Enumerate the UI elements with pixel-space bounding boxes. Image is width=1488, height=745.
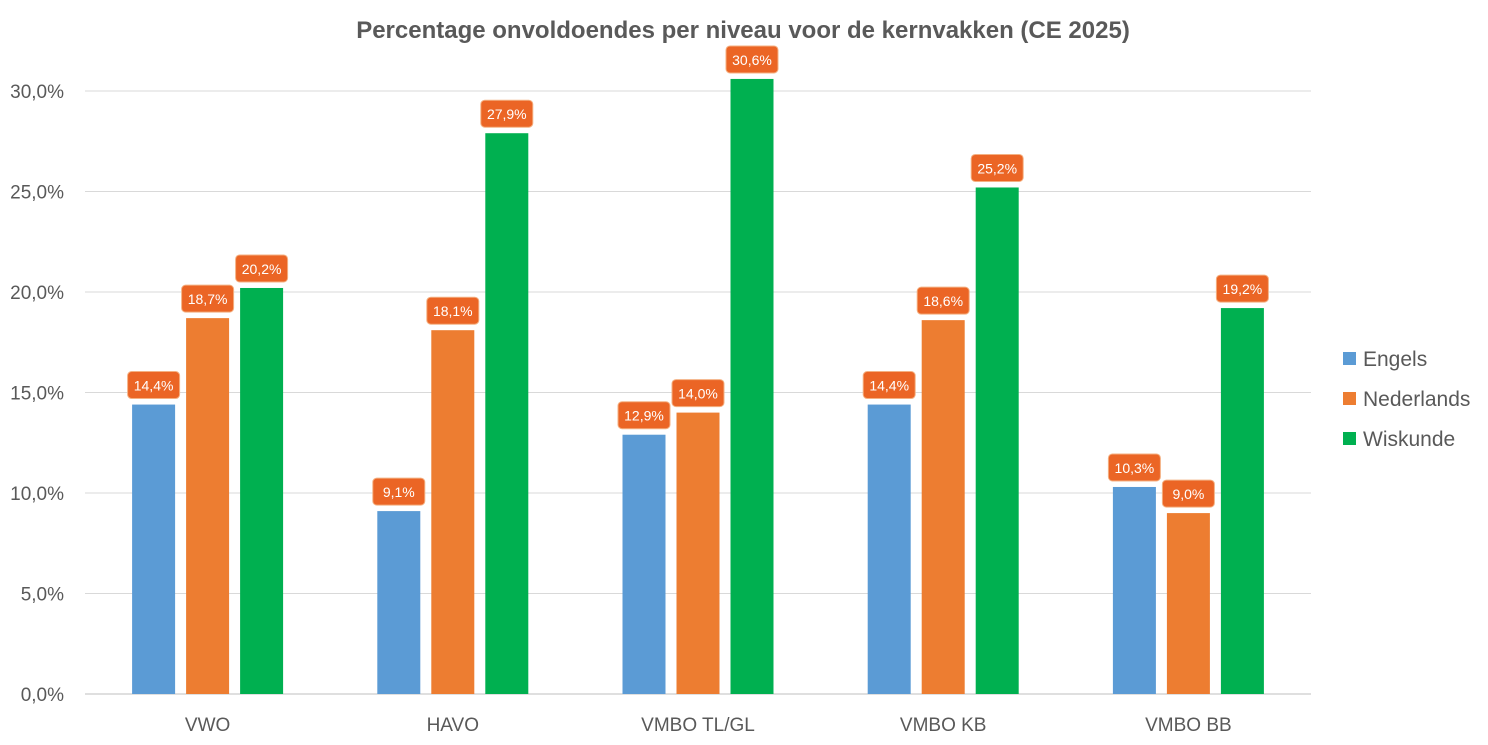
data-label: 14,4%	[134, 378, 174, 394]
bar	[730, 78, 774, 694]
data-label: 30,6%	[732, 52, 772, 68]
data-labels: 14,4% 18,7% 20,2% 9,1% 18,1% 27,9% 12,9% 14,0% 3…	[127, 45, 1269, 508]
data-label-box	[480, 99, 534, 128]
data-label-box	[862, 371, 916, 400]
legend-label: Nederlands	[1363, 388, 1470, 411]
bar	[975, 187, 1019, 695]
x-tick-label: HAVO	[427, 715, 479, 736]
legend-label: Wiskunde	[1363, 428, 1455, 451]
data-label: 27,9%	[487, 106, 527, 122]
data-label-box	[235, 254, 289, 283]
bar	[867, 404, 911, 694]
data-label: 18,1%	[433, 303, 473, 319]
y-tick-label: 5,0%	[21, 585, 64, 606]
bar	[921, 320, 965, 694]
data-label-box	[1107, 453, 1161, 482]
data-label-box	[725, 45, 779, 74]
x-tick-label: VMBO BB	[1145, 715, 1232, 736]
data-label: 18,7%	[188, 291, 228, 307]
y-tick-label: 15,0%	[10, 384, 64, 405]
bar	[485, 133, 529, 694]
y-tick-label: 30,0%	[10, 82, 64, 103]
x-axis-ticks: VWO HAVO VMBO TL/GL VMBO KB VMBO BB	[185, 715, 1232, 736]
legend-swatch	[1343, 392, 1356, 405]
legend-swatch	[1343, 432, 1356, 445]
data-label: 9,0%	[1172, 486, 1204, 502]
data-label-box	[127, 371, 181, 400]
data-label: 12,9%	[624, 408, 664, 424]
bar	[676, 412, 720, 694]
data-label: 10,3%	[1115, 460, 1155, 476]
bar	[431, 330, 475, 694]
data-label-box	[916, 286, 970, 315]
data-label-box	[426, 296, 480, 325]
bar	[622, 434, 666, 694]
data-label: 18,6%	[923, 293, 963, 309]
data-label: 25,2%	[977, 160, 1017, 176]
y-tick-label: 20,0%	[10, 283, 64, 304]
x-tick-label: VMBO TL/GL	[641, 715, 755, 736]
bar	[1112, 486, 1156, 694]
data-label: 14,4%	[869, 378, 909, 394]
data-label-box	[671, 379, 725, 408]
y-tick-label: 10,0%	[10, 484, 64, 505]
legend-label: Engels	[1363, 348, 1427, 371]
chart-title: Percentage onvoldoendes per niveau voor …	[356, 17, 1130, 44]
x-tick-label: VWO	[185, 715, 230, 736]
x-tick-label: VMBO KB	[900, 715, 987, 736]
y-tick-label: 0,0%	[21, 685, 64, 706]
data-label-box	[1215, 274, 1269, 303]
bar	[1166, 513, 1210, 694]
data-label: 20,2%	[242, 261, 282, 277]
data-label-box	[181, 284, 235, 313]
y-axis-ticks: 0,0% 5,0% 10,0% 15,0% 20,0% 25,0% 30,0%	[10, 82, 64, 706]
bar	[377, 511, 421, 694]
data-label-box	[970, 153, 1024, 182]
legend-swatch	[1343, 352, 1356, 365]
data-label: 9,1%	[383, 484, 415, 500]
bar	[1220, 308, 1264, 694]
legend: Engels Nederlands Wiskunde	[1343, 348, 1470, 451]
data-label: 19,2%	[1223, 281, 1263, 297]
y-tick-label: 25,0%	[10, 183, 64, 204]
bar	[186, 318, 230, 694]
bar	[132, 404, 176, 694]
data-label-box	[372, 477, 426, 506]
bar	[240, 287, 284, 694]
bars	[132, 78, 1264, 695]
data-label-box	[617, 401, 671, 430]
data-label: 14,0%	[678, 386, 718, 402]
data-label-box	[1161, 479, 1215, 508]
